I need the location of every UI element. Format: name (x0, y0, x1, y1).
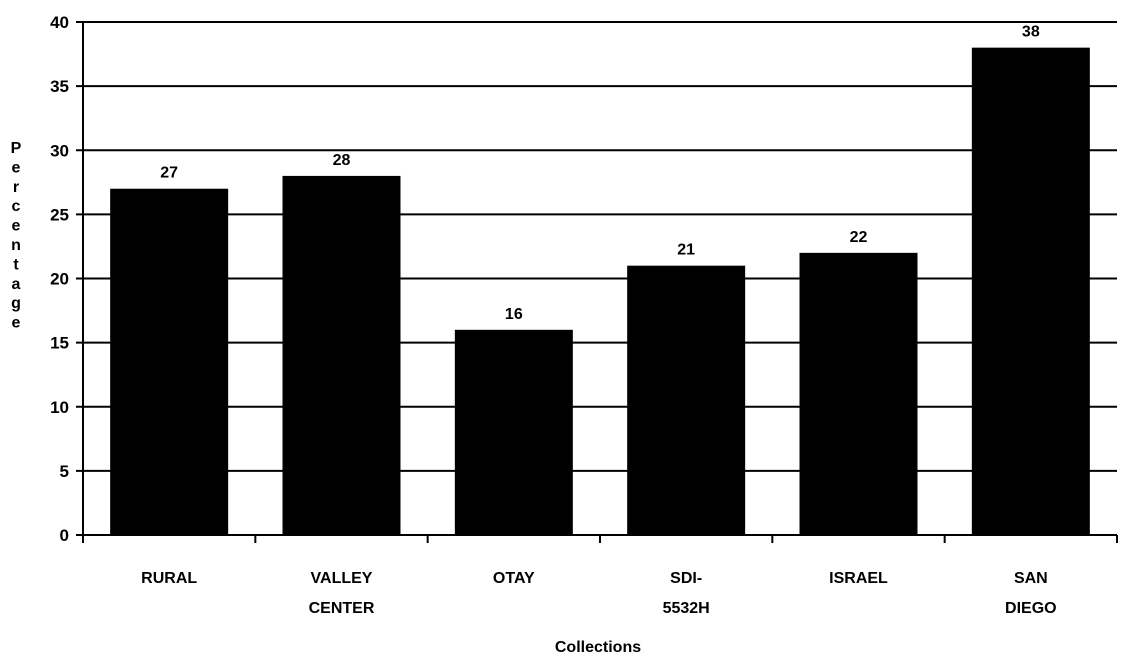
x-tick-label: DIEGO (1005, 600, 1057, 617)
y-axis-title-letter: n (11, 237, 21, 254)
bar (971, 47, 1090, 536)
x-tick-label: RURAL (141, 570, 197, 587)
bar (454, 329, 573, 535)
y-tick-label: 30 (50, 141, 69, 160)
y-tick-label: 25 (50, 205, 69, 224)
bar (799, 252, 918, 535)
y-tick-labels: 0 5 10 15 20 25 30 35 40 (50, 13, 83, 545)
x-tick-labels: RURAL VALLEY CENTER OTAY SDI- 5532H ISRAEL SAN D… (82, 535, 1118, 617)
y-axis-title-letter: P (11, 140, 22, 157)
x-tick-label: CENTER (309, 600, 375, 617)
bar (282, 175, 401, 535)
y-tick-label: 0 (60, 526, 69, 545)
y-axis-title-letter: c (12, 198, 21, 215)
y-axis-title-letter: a (12, 276, 21, 293)
y-tick-label: 5 (60, 462, 69, 481)
y-axis-title-letter: e (12, 218, 21, 235)
data-label: 28 (333, 152, 351, 169)
y-axis-title-letter: t (13, 256, 19, 273)
data-label: 27 (160, 165, 178, 182)
data-label: 38 (1022, 24, 1040, 41)
x-tick-label: SAN (1014, 570, 1048, 587)
y-tick-label: 15 (50, 334, 69, 353)
y-axis-title-letter: e (12, 315, 21, 332)
y-tick-label: 35 (50, 77, 69, 96)
x-tick-label: OTAY (493, 570, 535, 587)
x-tick-label: SDI- (670, 570, 702, 587)
x-tick-label: ISRAEL (829, 570, 888, 587)
y-axis-title-letter: r (13, 179, 19, 196)
y-axis-title-letter: g (11, 295, 21, 312)
data-label: 22 (850, 229, 868, 246)
y-tick-label: 40 (50, 13, 69, 32)
data-label: 21 (677, 242, 695, 259)
data-labels: 27 28 16 21 22 38 (160, 24, 1040, 323)
bars (110, 47, 1090, 536)
bar (110, 188, 229, 535)
x-tick-label: 5532H (663, 600, 710, 617)
x-tick-label: VALLEY (311, 570, 373, 587)
gridlines (83, 21, 1117, 472)
y-axis-title-letter: e (12, 159, 21, 176)
data-label: 16 (505, 306, 523, 323)
y-tick-label: 20 (50, 270, 69, 289)
y-tick-label: 10 (50, 398, 69, 417)
x-axis-title: Collections (555, 639, 641, 656)
bar (627, 265, 746, 535)
